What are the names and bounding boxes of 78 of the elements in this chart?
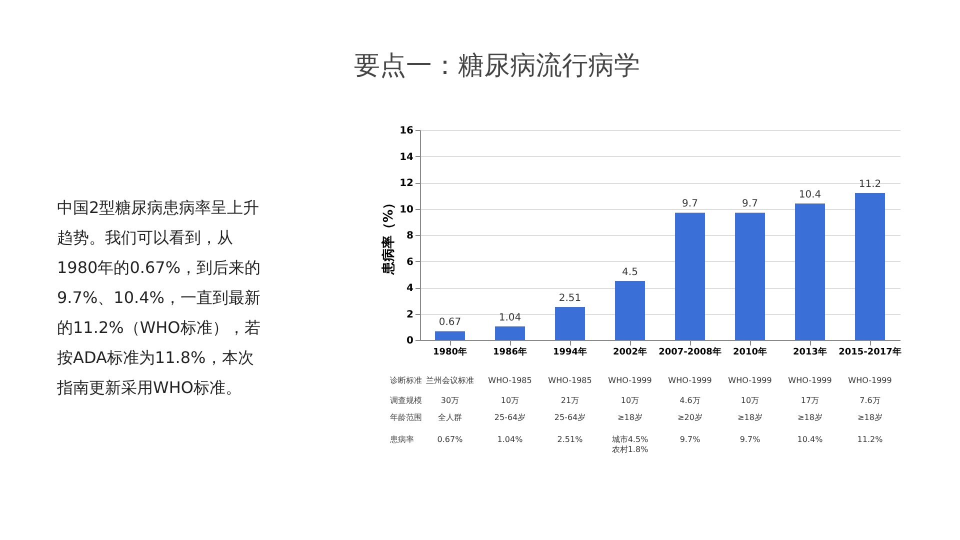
text: 7.6万: [860, 396, 880, 405]
text: WHO-1999: [788, 376, 832, 385]
data-label: 9.7: [682, 198, 698, 210]
bar: [555, 307, 585, 340]
text: 1.04%: [497, 435, 524, 444]
text: 25-64岁: [554, 413, 586, 422]
y-tick-label: 14: [400, 152, 414, 163]
data-label: 2.51: [558, 293, 582, 304]
text: ≥18岁: [858, 413, 882, 422]
text: WHO-1999: [728, 376, 772, 385]
text: WHO-1985: [548, 376, 592, 385]
x-tick-label: 2007-2008年: [658, 346, 722, 358]
text: 城市4.5% 农村1.8%: [610, 435, 649, 454]
x-tick-label: 1986年: [492, 346, 528, 358]
text: 25-64岁: [494, 413, 526, 422]
text: 调查规模: [390, 396, 422, 405]
text: 趋势。我们可以看到，从: [57, 228, 233, 247]
text: 2.51%: [557, 435, 584, 444]
data-label: 1.04: [498, 312, 522, 324]
text: 10万: [500, 396, 520, 405]
text: 中国2型糖尿病患病率呈上升: [57, 198, 260, 217]
x-tick-label: 1994年: [552, 346, 588, 358]
y-tick-label: 12: [400, 178, 414, 189]
bar: [435, 331, 465, 340]
text: 10万: [620, 396, 640, 405]
data-label: 0.67: [438, 317, 462, 328]
data-label: 11.2: [858, 179, 882, 190]
text: 10.4%: [797, 435, 824, 444]
text: 的11.2%（WHO标准），若: [57, 318, 260, 337]
text: 诊断标准: [390, 376, 422, 385]
data-label: 9.7: [742, 198, 758, 210]
text: 按ADA标准为11.8%，本次: [57, 348, 254, 367]
text: 9.7%、10.4%，一直到最新: [57, 288, 260, 307]
x-tick-label: 2015-2017年: [838, 346, 902, 358]
text: WHO-1985: [488, 376, 532, 385]
x-tick-label: 2013年: [792, 346, 828, 358]
y-tick-label: 6: [406, 256, 414, 268]
y-tick-label: 4: [406, 283, 414, 294]
text: 10万: [740, 396, 760, 405]
text: 1980年的0.67%，到后来的: [57, 258, 261, 277]
x-tick-label: 1980年: [432, 346, 468, 358]
text: ≥18岁: [738, 413, 762, 422]
y-tick-label: 8: [406, 230, 414, 242]
y-axis-title: 患病率（%）: [380, 196, 397, 276]
text: 21万: [560, 396, 580, 405]
text: ≥18岁: [798, 413, 822, 422]
text: WHO-1999: [608, 376, 652, 385]
text: 4.6万: [680, 396, 700, 405]
bar: [675, 212, 705, 340]
text: 年龄范围: [390, 413, 422, 422]
bar: [615, 280, 645, 340]
y-tick-label: 10: [400, 204, 414, 216]
text: 指南更新采用WHO标准。: [56, 378, 242, 397]
bar: [735, 212, 765, 340]
bar: [495, 326, 525, 340]
text: WHO-1999: [848, 376, 892, 385]
data-label: 4.5: [622, 266, 638, 278]
x-tick-label: 2002年: [612, 346, 648, 358]
text: 9.7%: [740, 435, 761, 444]
y-tick-label: 16: [400, 126, 414, 136]
text: 患病率: [389, 435, 414, 444]
chart-title: 要点一：糖尿病流行病学: [354, 51, 640, 81]
text: 0.67%: [437, 435, 464, 444]
bar: [855, 193, 885, 340]
bar: [795, 204, 825, 340]
y-tick-label: 2: [406, 309, 414, 320]
text: 9.7%: [680, 435, 701, 444]
y-tick-label: 0: [406, 336, 414, 346]
text: ≥18岁: [618, 413, 642, 422]
x-tick-label: 2010年: [732, 346, 768, 358]
text: 全人群: [438, 413, 462, 422]
text: ≥20岁: [678, 413, 702, 422]
text: 30万: [440, 396, 460, 405]
text: 17万: [800, 396, 820, 405]
text: 兰州会议标准: [426, 376, 474, 385]
text: 11.2%: [857, 435, 884, 444]
text: WHO-1999: [668, 376, 712, 385]
data-label: 10.4: [798, 190, 822, 200]
